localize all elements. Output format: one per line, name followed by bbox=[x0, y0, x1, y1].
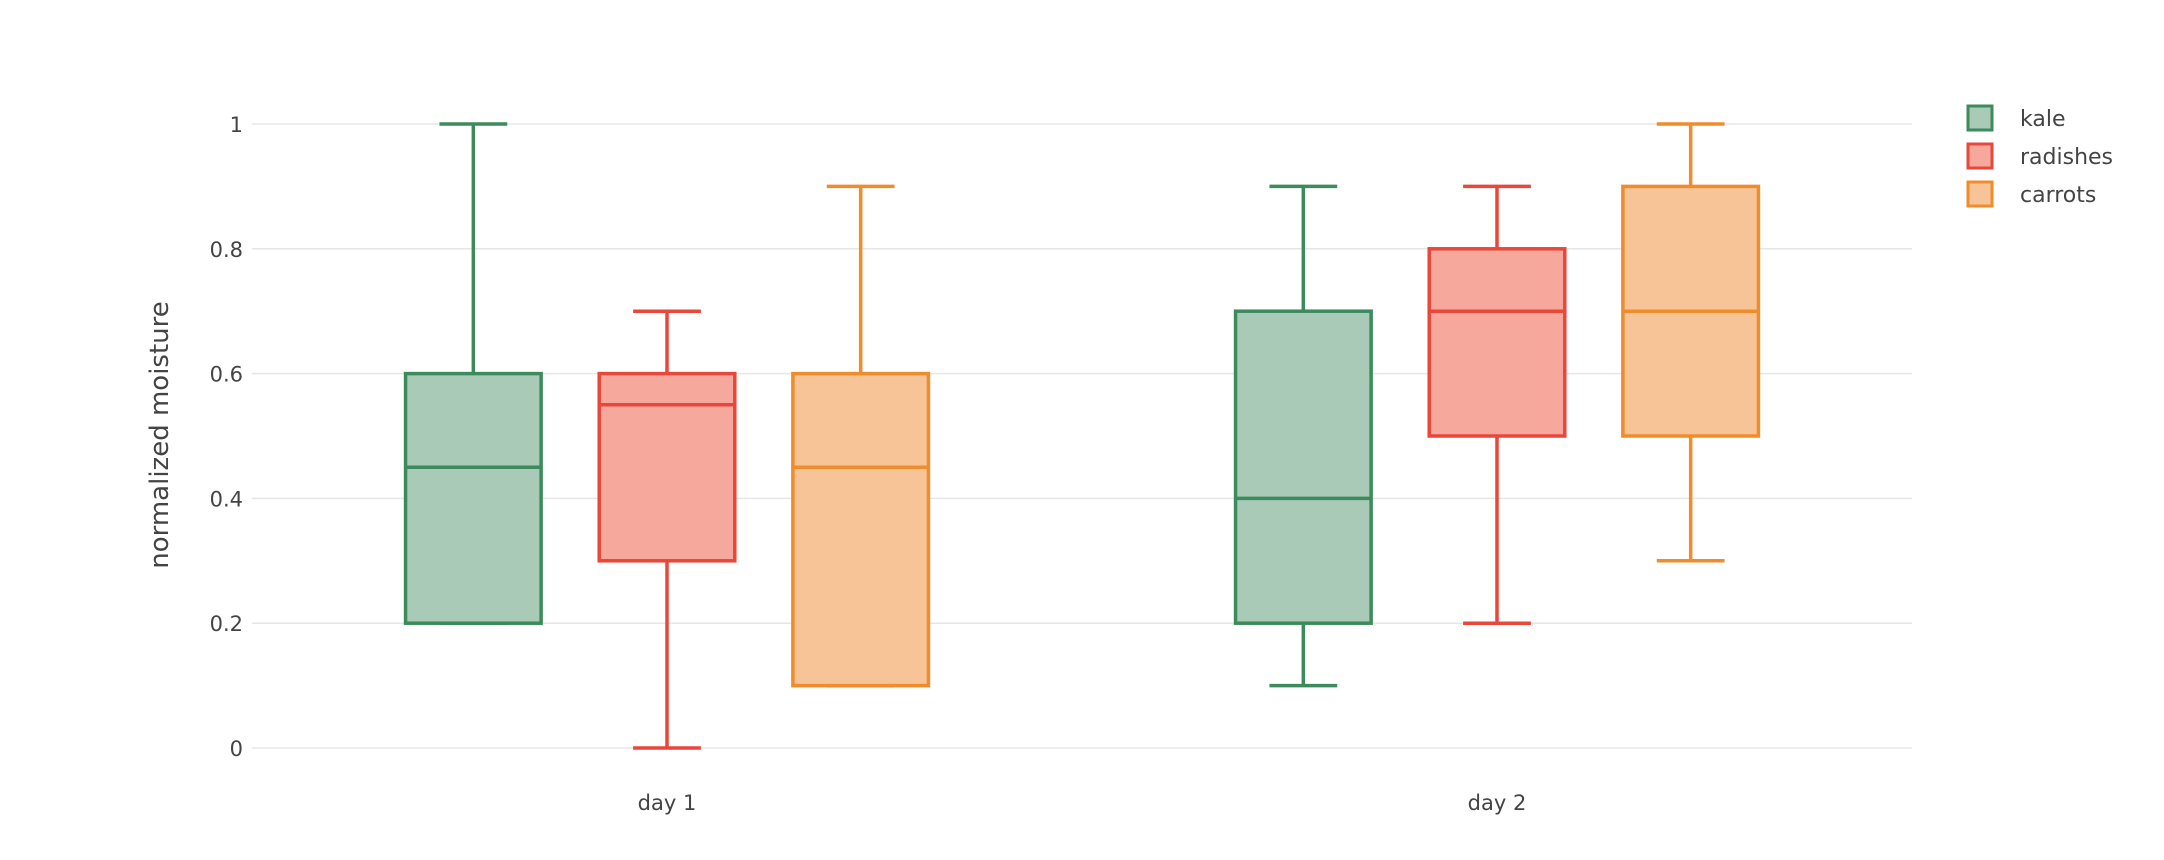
iqr-box bbox=[1233, 309, 1373, 625]
x-axis-ticks: day 1 day 2 bbox=[638, 791, 1527, 815]
legend: kale radishes carrots bbox=[1966, 104, 2113, 208]
y-axis-ticks: 0 0.2 0.4 0.6 0.8 1 bbox=[210, 113, 243, 761]
y-tick-label: 0.2 bbox=[210, 612, 243, 636]
legend-label: radishes bbox=[2020, 145, 2113, 170]
y-tick-label: 1 bbox=[230, 113, 243, 137]
y-tick-label: 0.8 bbox=[210, 238, 243, 262]
legend-item-kale[interactable]: kale bbox=[1966, 104, 2065, 132]
y-tick-label: 0 bbox=[230, 737, 243, 761]
box-radishes bbox=[597, 309, 737, 750]
legend-item-carrots[interactable]: carrots bbox=[1966, 180, 2096, 208]
box-kale bbox=[1233, 184, 1373, 688]
y-tick-label: 0.6 bbox=[210, 363, 243, 387]
box-series bbox=[403, 122, 1761, 750]
x-tick-label: day 1 bbox=[638, 791, 697, 815]
y-tick-label: 0.4 bbox=[210, 487, 243, 511]
box-carrots bbox=[791, 184, 931, 688]
legend-swatch bbox=[1966, 142, 1994, 170]
legend-swatch bbox=[1966, 180, 1994, 208]
box-carrots bbox=[1621, 122, 1761, 563]
iqr-box bbox=[1427, 247, 1567, 438]
legend-label: kale bbox=[2020, 107, 2065, 132]
legend-item-radishes[interactable]: radishes bbox=[1966, 142, 2113, 170]
iqr-box bbox=[403, 371, 543, 625]
x-tick-label: day 2 bbox=[1468, 791, 1527, 815]
iqr-box bbox=[791, 371, 931, 688]
box-radishes bbox=[1427, 184, 1567, 625]
box-kale bbox=[403, 122, 543, 625]
legend-label: carrots bbox=[2020, 183, 2096, 208]
y-axis-title: normalized moisture bbox=[145, 301, 175, 569]
iqr-box bbox=[597, 371, 737, 563]
legend-swatch bbox=[1966, 104, 1994, 132]
